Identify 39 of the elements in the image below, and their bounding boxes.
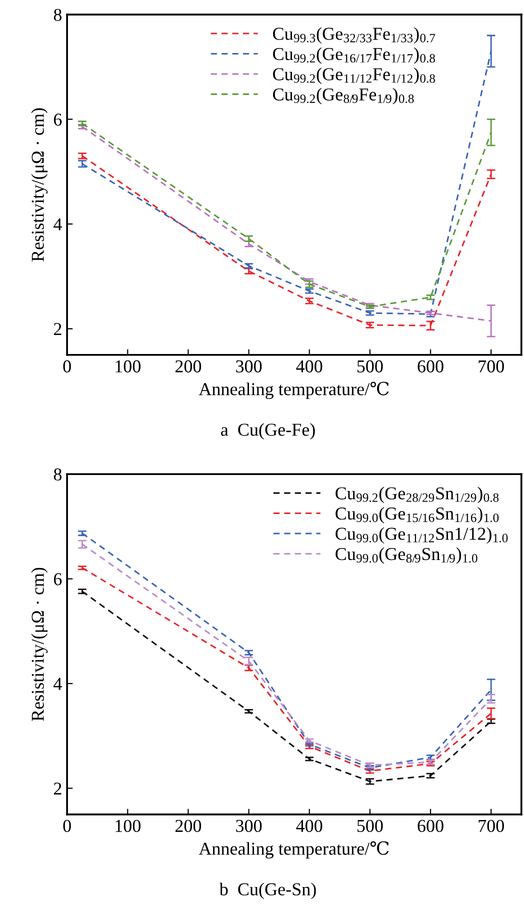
x-tick-label: 300 (236, 360, 262, 372)
x-tick-label: 600 (418, 360, 444, 372)
legend-label: Cu$_{99.3}$(Ge$_{32/33}$Fe$_{1/33}$)$_{0.7}$ (273, 27, 436, 44)
x-tick-label: 0 (63, 820, 71, 832)
legend-label: Cu$_{99.2}$(Ge$_{8/9}$Fe$_{1/9}$)$_{0.8}$ (273, 88, 414, 104)
legend-label: Cu$_{99.0}$(Ge$_{11/12}$Sn1/12)$_{1.0}$ (336, 527, 508, 544)
legend-label: Cu$_{99.0}$(Ge$_{8/9}$Sn$_{1/9}$)$_{1.0}$ (336, 547, 478, 564)
y-tick-label: 2 (54, 782, 62, 795)
x-tick-label: 300 (236, 820, 262, 832)
y-tick-label: 4 (54, 218, 62, 230)
y-tick-label: 6 (54, 573, 62, 586)
legend-label: Cu$_{99.0}$(Ge$_{15/16}$Sn$_{1/16}$)$_{1.0}$ (336, 506, 499, 524)
y-tick-label: 4 (54, 678, 62, 690)
x-tick-label: 400 (296, 820, 322, 832)
y-tick-label: 8 (54, 468, 62, 481)
x-tick-label: 100 (116, 360, 140, 372)
legend-label: Cu$_{99.2}$(Ge$_{28/29}$Sn$_{1/29}$)$_{0.8}$ (336, 486, 499, 504)
legend-label: Cu$_{99.2}$(Ge$_{11/12}$Fe$_{1/12}$)$_{0.8}$ (273, 68, 436, 84)
line-series (81, 155, 492, 326)
x-tick-label: 0 (63, 360, 71, 372)
y-tick-label: 8 (54, 8, 62, 21)
x-tick-label: 700 (478, 820, 504, 832)
x-tick-label: 200 (175, 360, 202, 372)
text: b Cu(Ge-Sn) (219, 882, 316, 900)
x-tick-label: 200 (175, 820, 202, 832)
x-tick-label: 400 (296, 360, 322, 372)
text: a Cu(Ge-Fe) (221, 423, 315, 440)
y-axis-title: Resistivity/(μΩ · cm) (31, 108, 48, 262)
x-tick-label: 100 (116, 820, 140, 832)
y-axis-title: Resistivity/(μΩ · cm) (31, 568, 48, 722)
y-tick-label: 6 (54, 114, 62, 126)
x-axis-title: Annealing temperature/℃ (198, 841, 389, 859)
x-tick-label: 700 (478, 360, 504, 372)
x-tick-label: 600 (418, 820, 444, 832)
x-tick-label: 500 (357, 820, 383, 832)
y-tick-label: 2 (54, 323, 62, 335)
x-tick-label: 500 (357, 360, 383, 372)
x-axis-title: Annealing temperature/℃ (198, 382, 389, 399)
legend-label: Cu$_{99.2}$(Ge$_{16/17}$Fe$_{1/17}$)$_{0.8}$ (273, 47, 436, 64)
